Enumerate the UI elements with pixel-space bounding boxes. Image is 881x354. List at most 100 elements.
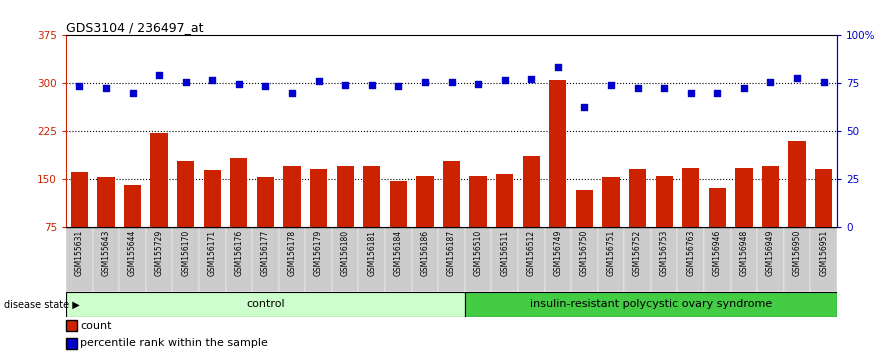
Bar	[492, 227, 518, 292]
Point	[391, 83, 405, 88]
Point	[764, 79, 778, 85]
Bar	[417, 176, 433, 274]
Bar	[230, 158, 248, 274]
Text: GSM156752: GSM156752	[633, 230, 642, 276]
Bar	[385, 227, 411, 292]
Bar	[204, 171, 221, 274]
Bar	[571, 227, 597, 292]
Bar	[549, 80, 566, 274]
Point	[125, 90, 139, 96]
Bar	[363, 166, 381, 274]
Bar	[278, 227, 306, 292]
Bar	[256, 177, 274, 274]
Bar	[332, 227, 359, 292]
Text: GSM156510: GSM156510	[474, 230, 483, 276]
Text: GSM156751: GSM156751	[606, 230, 616, 276]
Point	[258, 83, 272, 88]
Bar	[655, 176, 673, 274]
Point	[444, 79, 458, 85]
Text: GSM155729: GSM155729	[154, 230, 164, 276]
Bar	[411, 227, 438, 292]
Bar	[704, 227, 730, 292]
Bar	[226, 227, 252, 292]
Text: GSM156753: GSM156753	[660, 230, 669, 276]
Point	[498, 77, 512, 83]
Bar	[597, 227, 625, 292]
Point	[285, 90, 299, 96]
Point	[710, 90, 724, 96]
Bar	[310, 169, 327, 274]
Bar	[146, 227, 173, 292]
Text: GSM156176: GSM156176	[234, 230, 243, 276]
Bar	[438, 227, 465, 292]
Bar	[124, 185, 141, 274]
Bar	[815, 169, 833, 274]
Point	[152, 72, 167, 78]
Bar	[284, 166, 300, 274]
Text: percentile rank within the sample: percentile rank within the sample	[80, 338, 268, 348]
Point	[338, 82, 352, 88]
Text: GSM156187: GSM156187	[447, 230, 456, 276]
Bar	[252, 227, 278, 292]
Bar	[70, 172, 88, 274]
Point	[179, 79, 193, 85]
Bar	[119, 227, 146, 292]
Point	[418, 79, 432, 85]
Text: GSM155643: GSM155643	[101, 230, 110, 276]
Bar	[470, 176, 486, 274]
Bar	[736, 168, 752, 274]
Text: GSM156184: GSM156184	[394, 230, 403, 276]
Text: GSM156512: GSM156512	[527, 230, 536, 276]
Point	[232, 82, 246, 87]
Point	[524, 76, 538, 81]
Bar	[576, 190, 593, 274]
Bar	[811, 227, 837, 292]
Text: GSM156763: GSM156763	[686, 230, 695, 276]
Text: GSM156750: GSM156750	[580, 230, 589, 276]
Text: GSM155644: GSM155644	[128, 230, 137, 276]
Bar	[389, 181, 407, 274]
Text: GSM156948: GSM156948	[739, 230, 749, 276]
Text: GDS3104 / 236497_at: GDS3104 / 236497_at	[66, 21, 204, 34]
Text: control: control	[246, 299, 285, 309]
Point	[312, 79, 326, 84]
Text: GSM156749: GSM156749	[553, 230, 562, 276]
Point	[684, 90, 698, 96]
Point	[604, 82, 618, 88]
Bar	[682, 168, 700, 274]
Text: GSM156180: GSM156180	[341, 230, 350, 276]
Bar	[97, 177, 115, 274]
Text: GSM156949: GSM156949	[766, 230, 775, 276]
Bar	[757, 227, 784, 292]
Point	[205, 77, 219, 83]
Bar	[465, 227, 492, 292]
Text: GSM156179: GSM156179	[315, 230, 323, 276]
Point	[790, 75, 804, 81]
Text: GSM156171: GSM156171	[208, 230, 217, 276]
Bar	[337, 166, 354, 274]
Text: GSM156951: GSM156951	[819, 230, 828, 276]
Bar	[784, 227, 811, 292]
Text: GSM156170: GSM156170	[181, 230, 190, 276]
Bar	[66, 227, 93, 292]
Bar	[177, 161, 195, 274]
Text: GSM156186: GSM156186	[420, 230, 429, 276]
Text: GSM156946: GSM156946	[713, 230, 722, 276]
Bar	[151, 133, 167, 274]
Point	[817, 79, 831, 85]
Text: count: count	[80, 321, 112, 331]
Text: GSM156511: GSM156511	[500, 230, 509, 276]
Bar	[788, 141, 806, 274]
Bar	[603, 177, 619, 274]
Text: GSM156178: GSM156178	[287, 230, 297, 276]
Text: GSM156950: GSM156950	[793, 230, 802, 276]
Bar	[522, 156, 540, 274]
Bar	[544, 227, 571, 292]
Bar	[359, 227, 385, 292]
Point	[737, 85, 751, 91]
Bar	[762, 166, 779, 274]
Bar	[677, 227, 704, 292]
Bar	[730, 227, 757, 292]
Bar	[173, 227, 199, 292]
Point	[471, 81, 485, 87]
